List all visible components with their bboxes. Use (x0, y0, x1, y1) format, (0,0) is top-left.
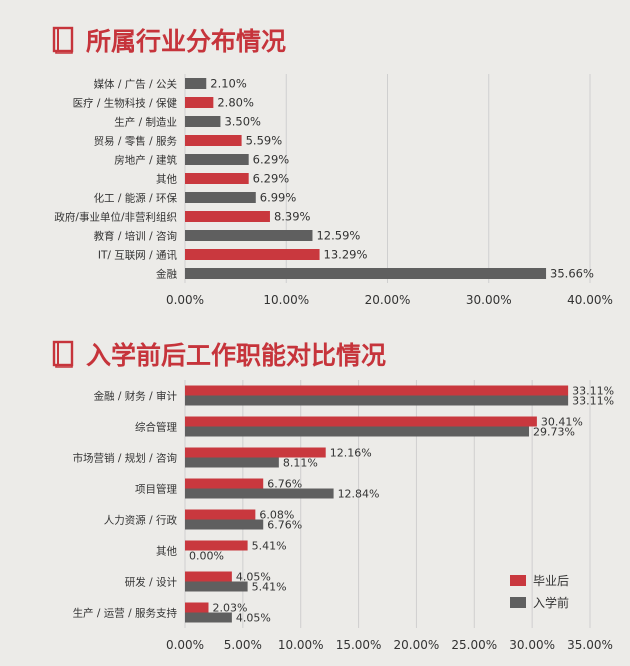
category-label: 项目管理 (135, 483, 177, 496)
bar (185, 211, 270, 222)
bar (185, 192, 256, 203)
data-label: 4.05% (236, 612, 271, 625)
bar-after (185, 447, 326, 458)
category-label: 贸易 / 零售 / 服务 (94, 135, 178, 148)
legend-label: 毕业后 (533, 574, 569, 588)
category-label: 人力资源 / 行政 (104, 514, 178, 527)
category-label: 政府/事业单位/非营利组织 (54, 211, 177, 224)
bar (185, 97, 214, 108)
data-label: 12.59% (316, 229, 360, 243)
bar-before (185, 395, 569, 406)
bar-before (185, 426, 530, 437)
book-icon (52, 340, 74, 368)
x-tick-label: 0.00% (166, 293, 204, 307)
category-label: 房地产 / 建筑 (114, 154, 177, 167)
data-label: 6.99% (260, 191, 297, 205)
data-label: 12.16% (330, 447, 372, 460)
category-label: 生产 / 制造业 (114, 116, 177, 129)
bar (185, 249, 320, 260)
data-label: 30.41% (541, 416, 583, 429)
function-title-text: 入学前后工作职能对比情况 (86, 341, 387, 370)
bar (185, 116, 221, 127)
data-label: 6.29% (253, 153, 290, 167)
legend-swatch (510, 575, 526, 586)
data-label: 2.03% (212, 602, 247, 615)
data-label: 6.08% (259, 509, 294, 522)
data-label: 2.80% (217, 96, 254, 110)
data-label: 4.05% (236, 571, 271, 584)
bar-after (185, 478, 264, 489)
bar-after (185, 385, 569, 396)
data-label: 33.11% (572, 385, 614, 398)
bar-before (185, 457, 279, 468)
x-tick-label: 25.00% (451, 638, 497, 652)
bar (185, 135, 242, 146)
bar-after (185, 602, 209, 613)
category-label: 媒体 / 广告 / 公关 (94, 78, 178, 91)
book-icon (52, 26, 74, 54)
category-label: 研发 / 设计 (125, 576, 178, 589)
data-label: 33.11% (572, 395, 614, 408)
data-label: 2.10% (210, 77, 247, 91)
bar-before (185, 488, 334, 499)
function-section-title: 入学前后工作职能对比情况 (52, 336, 386, 372)
category-label: 医疗 / 生物科技 / 保健 (73, 97, 178, 110)
data-label: 6.76% (267, 519, 302, 532)
data-label: 5.41% (252, 581, 287, 594)
bar (185, 78, 207, 89)
data-label: 35.66% (550, 267, 594, 281)
x-tick-label: 40.00% (567, 293, 613, 307)
category-label: 其他 (156, 545, 177, 558)
bar-before (185, 612, 232, 623)
data-label: 0.00% (189, 550, 224, 563)
legend-swatch (510, 597, 526, 608)
x-tick-label: 0.00% (166, 638, 204, 652)
industry-title-text: 所属行业分布情况 (86, 27, 287, 56)
data-label: 12.84% (338, 488, 380, 501)
category-label: 生产 / 运营 / 服务支持 (73, 607, 178, 620)
category-label: 化工 / 能源 / 环保 (94, 192, 178, 205)
bar-after (185, 571, 232, 582)
data-label: 6.29% (253, 172, 290, 186)
x-tick-label: 20.00% (394, 638, 440, 652)
x-tick-label: 35.00% (567, 638, 613, 652)
category-label: 市场营销 / 规划 / 咨询 (73, 452, 177, 465)
x-tick-label: 5.00% (224, 638, 262, 652)
data-label: 5.41% (252, 540, 287, 553)
data-label: 8.39% (274, 210, 311, 224)
category-label: 教育 / 培训 / 咨询 (94, 230, 177, 243)
bar (185, 154, 249, 165)
bar-after (185, 416, 537, 427)
data-label: 13.29% (324, 248, 368, 262)
data-label: 29.73% (533, 426, 575, 439)
bar-before (185, 581, 248, 592)
x-tick-label: 15.00% (336, 638, 382, 652)
bar-after (185, 509, 256, 520)
bar-before (185, 519, 264, 530)
x-tick-label: 10.00% (278, 638, 324, 652)
category-label: 金融 (156, 268, 177, 281)
data-label: 8.11% (283, 457, 318, 470)
data-label: 5.59% (246, 134, 283, 148)
bar (185, 268, 547, 279)
x-tick-label: 20.00% (365, 293, 411, 307)
industry-section-title: 所属行业分布情况 (52, 22, 286, 58)
data-label: 3.50% (224, 115, 261, 129)
legend-label: 入学前 (533, 595, 569, 610)
bar (185, 230, 313, 241)
category-label: 金融 / 财务 / 审计 (94, 390, 178, 403)
bar-after (185, 540, 248, 551)
x-tick-label: 30.00% (509, 638, 555, 652)
x-tick-label: 10.00% (263, 293, 309, 307)
category-label: IT/ 互联网 / 通讯 (98, 249, 178, 262)
x-tick-label: 30.00% (466, 293, 512, 307)
category-label: 其他 (156, 173, 177, 186)
data-label: 6.76% (267, 478, 302, 491)
category-label: 综合管理 (135, 421, 177, 434)
bar (185, 173, 249, 184)
